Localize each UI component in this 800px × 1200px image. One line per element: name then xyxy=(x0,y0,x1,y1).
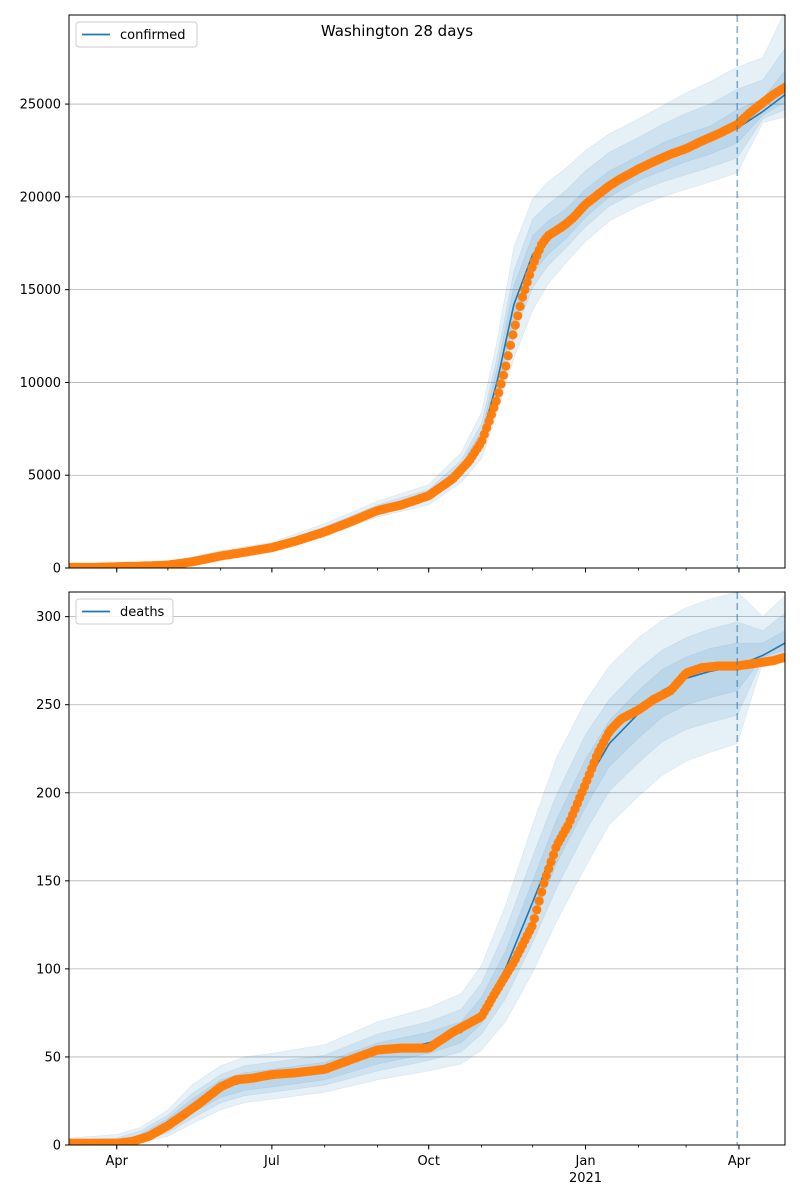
legend-box xyxy=(75,598,174,625)
observed-point xyxy=(522,277,532,287)
observed-point xyxy=(498,370,508,380)
plot-area xyxy=(69,592,785,1145)
observed-point xyxy=(494,388,504,398)
y-tick-label: 5000 xyxy=(28,469,61,484)
observed-point xyxy=(513,311,523,321)
observed-point xyxy=(517,292,528,302)
observed-point xyxy=(780,652,785,662)
plot-area xyxy=(69,15,785,568)
observed-point xyxy=(780,82,785,92)
y-tick-label: 10000 xyxy=(20,376,61,391)
deaths-panel: 0 50 100 150 200 250 300 Apr Jul Oct Jan Apr 2021 dea… xyxy=(36,591,786,1186)
observed-point xyxy=(548,850,559,860)
observed-point xyxy=(527,921,537,931)
legend-label: confirmed xyxy=(120,28,186,43)
observed-point xyxy=(537,887,547,897)
legend: deaths xyxy=(75,598,174,625)
observed-point xyxy=(510,320,520,330)
legend: confirmed xyxy=(75,21,198,48)
observed-point xyxy=(501,361,511,371)
y-tick-label: 25000 xyxy=(20,98,61,113)
uncertainty-band xyxy=(69,15,785,568)
uncertainty-band xyxy=(69,630,785,1145)
observed-point xyxy=(503,351,513,361)
confirmed-panel: 0 5000 10000 15000 20000 25000 confirmed xyxy=(20,14,786,577)
observed-point xyxy=(505,340,516,350)
x-year-label: 2021 xyxy=(569,1171,602,1186)
x-tick-label: Apr xyxy=(728,1154,751,1169)
observed-point xyxy=(508,330,518,340)
x-tick-label: Jan xyxy=(575,1154,596,1169)
observed-point xyxy=(515,301,525,311)
y-tick-label: 100 xyxy=(36,962,61,977)
observed-point xyxy=(539,878,549,888)
y-tick-label: 250 xyxy=(36,698,61,713)
observed-point xyxy=(525,270,535,280)
observed-point xyxy=(496,379,506,389)
observed-point xyxy=(491,396,501,406)
y-tick-label: 50 xyxy=(44,1050,61,1065)
y-tick-label: 300 xyxy=(36,610,61,625)
observed-point xyxy=(532,905,542,915)
observed-point xyxy=(520,285,530,295)
y-tick-label: 20000 xyxy=(20,190,61,205)
observed-point xyxy=(546,857,556,867)
observed-point xyxy=(541,871,551,881)
x-tick-label: Oct xyxy=(417,1154,439,1169)
legend-box xyxy=(75,21,198,48)
legend-label: deaths xyxy=(120,605,165,620)
observed-point xyxy=(529,914,540,924)
y-tick-label: 200 xyxy=(36,786,61,801)
uncertainty-band xyxy=(69,47,785,568)
axes-frame xyxy=(68,14,786,569)
y-tick-label: 150 xyxy=(36,874,61,889)
x-tick-label: Jul xyxy=(263,1154,280,1169)
chart-title: Washington 28 days xyxy=(321,22,473,40)
axes-frame xyxy=(68,591,786,1146)
y-tick-label: 15000 xyxy=(20,283,61,298)
y-tick-label: 0 xyxy=(53,562,61,577)
observed-point xyxy=(544,864,554,874)
x-tick-label: Apr xyxy=(105,1154,128,1169)
y-tick-label: 0 xyxy=(53,1139,61,1154)
observed-point xyxy=(534,896,544,906)
